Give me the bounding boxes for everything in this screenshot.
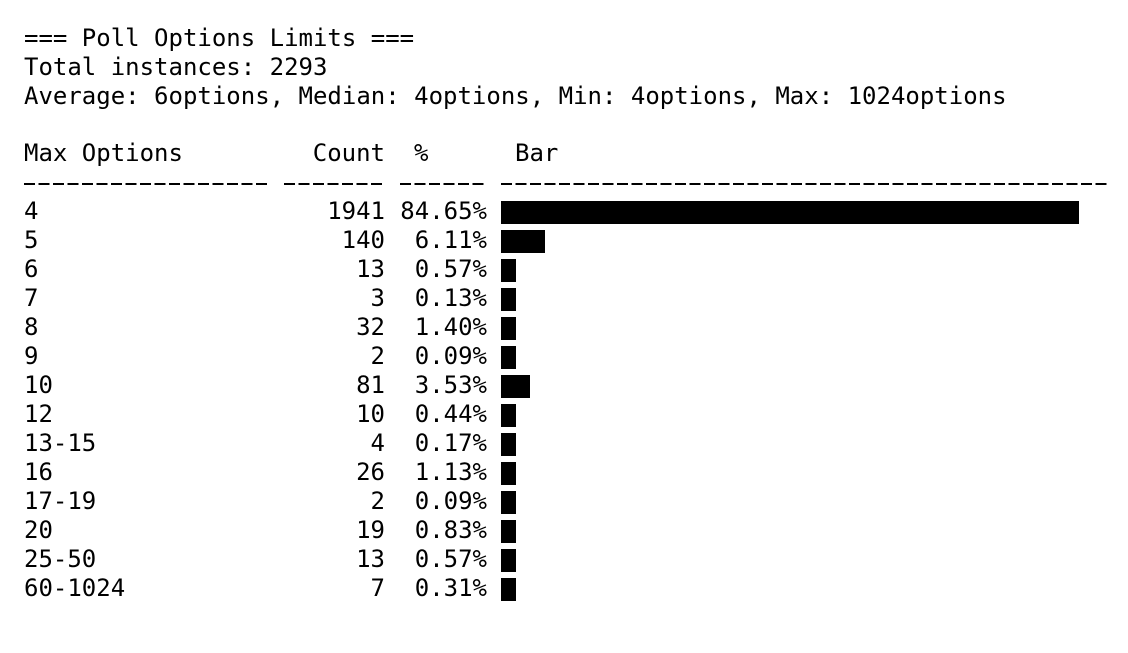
row-label: 8 — [24, 313, 39, 341]
bar-6 — [501, 259, 516, 282]
row-label: 10 — [24, 371, 53, 399]
bar-13-15 — [501, 433, 516, 456]
row-percent: 0.31% — [414, 574, 487, 602]
row-label: 16 — [24, 458, 53, 486]
row-percent: 84.65% — [400, 197, 487, 225]
column-header-percent: % — [414, 139, 429, 167]
row-count: 4 — [370, 429, 385, 457]
row-count: 81 — [356, 371, 385, 399]
column-header-bar: Bar — [515, 139, 559, 167]
row-label: 6 — [24, 255, 39, 283]
row-percent: 0.09% — [414, 342, 487, 370]
row-percent: 0.44% — [414, 400, 487, 428]
bar-17-19 — [501, 491, 516, 514]
row-count: 2 — [370, 487, 385, 515]
row-label: 17-19 — [24, 487, 97, 515]
row-percent: 0.13% — [414, 284, 487, 312]
row-count: 32 — [356, 313, 385, 341]
bar-4 — [501, 201, 1079, 224]
separator-bar — [501, 183, 1107, 185]
row-label: 13-15 — [24, 429, 97, 457]
bar-20 — [501, 520, 516, 543]
row-label: 7 — [24, 284, 39, 312]
row-percent: 6.11% — [414, 226, 487, 254]
bar-5 — [501, 230, 545, 253]
row-label: 25-50 — [24, 545, 97, 573]
bar-7 — [501, 288, 516, 311]
bar-25-50 — [501, 549, 516, 572]
row-count: 140 — [341, 226, 385, 254]
total-instances: Total instances: 2293 — [24, 53, 328, 81]
bar-16 — [501, 462, 516, 485]
row-percent: 0.83% — [414, 516, 487, 544]
row-percent: 0.17% — [414, 429, 487, 457]
summary-stats: Average: 6options, Median: 4options, Min… — [24, 82, 1007, 110]
row-count: 2 — [370, 342, 385, 370]
row-count: 10 — [356, 400, 385, 428]
row-label: 4 — [24, 197, 39, 225]
report-title: === Poll Options Limits === — [24, 24, 415, 52]
row-percent: 0.57% — [414, 255, 487, 283]
row-label: 9 — [24, 342, 39, 370]
column-header-count: Count — [312, 139, 385, 167]
row-label: 20 — [24, 516, 53, 544]
column-header-max-options: Max Options — [24, 139, 183, 167]
separator-count — [284, 183, 385, 185]
row-count: 7 — [370, 574, 385, 602]
row-count: 19 — [356, 516, 385, 544]
row-percent: 1.40% — [414, 313, 487, 341]
bar-9 — [501, 346, 516, 369]
row-percent: 3.53% — [414, 371, 487, 399]
row-label: 5 — [24, 226, 39, 254]
row-count: 13 — [356, 255, 385, 283]
row-count: 26 — [356, 458, 385, 486]
bar-12 — [501, 404, 516, 427]
bar-8 — [501, 317, 516, 340]
row-percent: 0.57% — [414, 545, 487, 573]
row-count: 13 — [356, 545, 385, 573]
row-percent: 0.09% — [414, 487, 487, 515]
row-percent: 1.13% — [414, 458, 487, 486]
row-label: 60-1024 — [24, 574, 126, 602]
separator-percent — [400, 183, 487, 185]
bar-60-1024 — [501, 578, 516, 601]
row-count: 3 — [370, 284, 385, 312]
row-label: 12 — [24, 400, 53, 428]
row-count: 1941 — [327, 197, 385, 225]
separator-max-options — [24, 183, 270, 185]
bar-10 — [501, 375, 530, 398]
